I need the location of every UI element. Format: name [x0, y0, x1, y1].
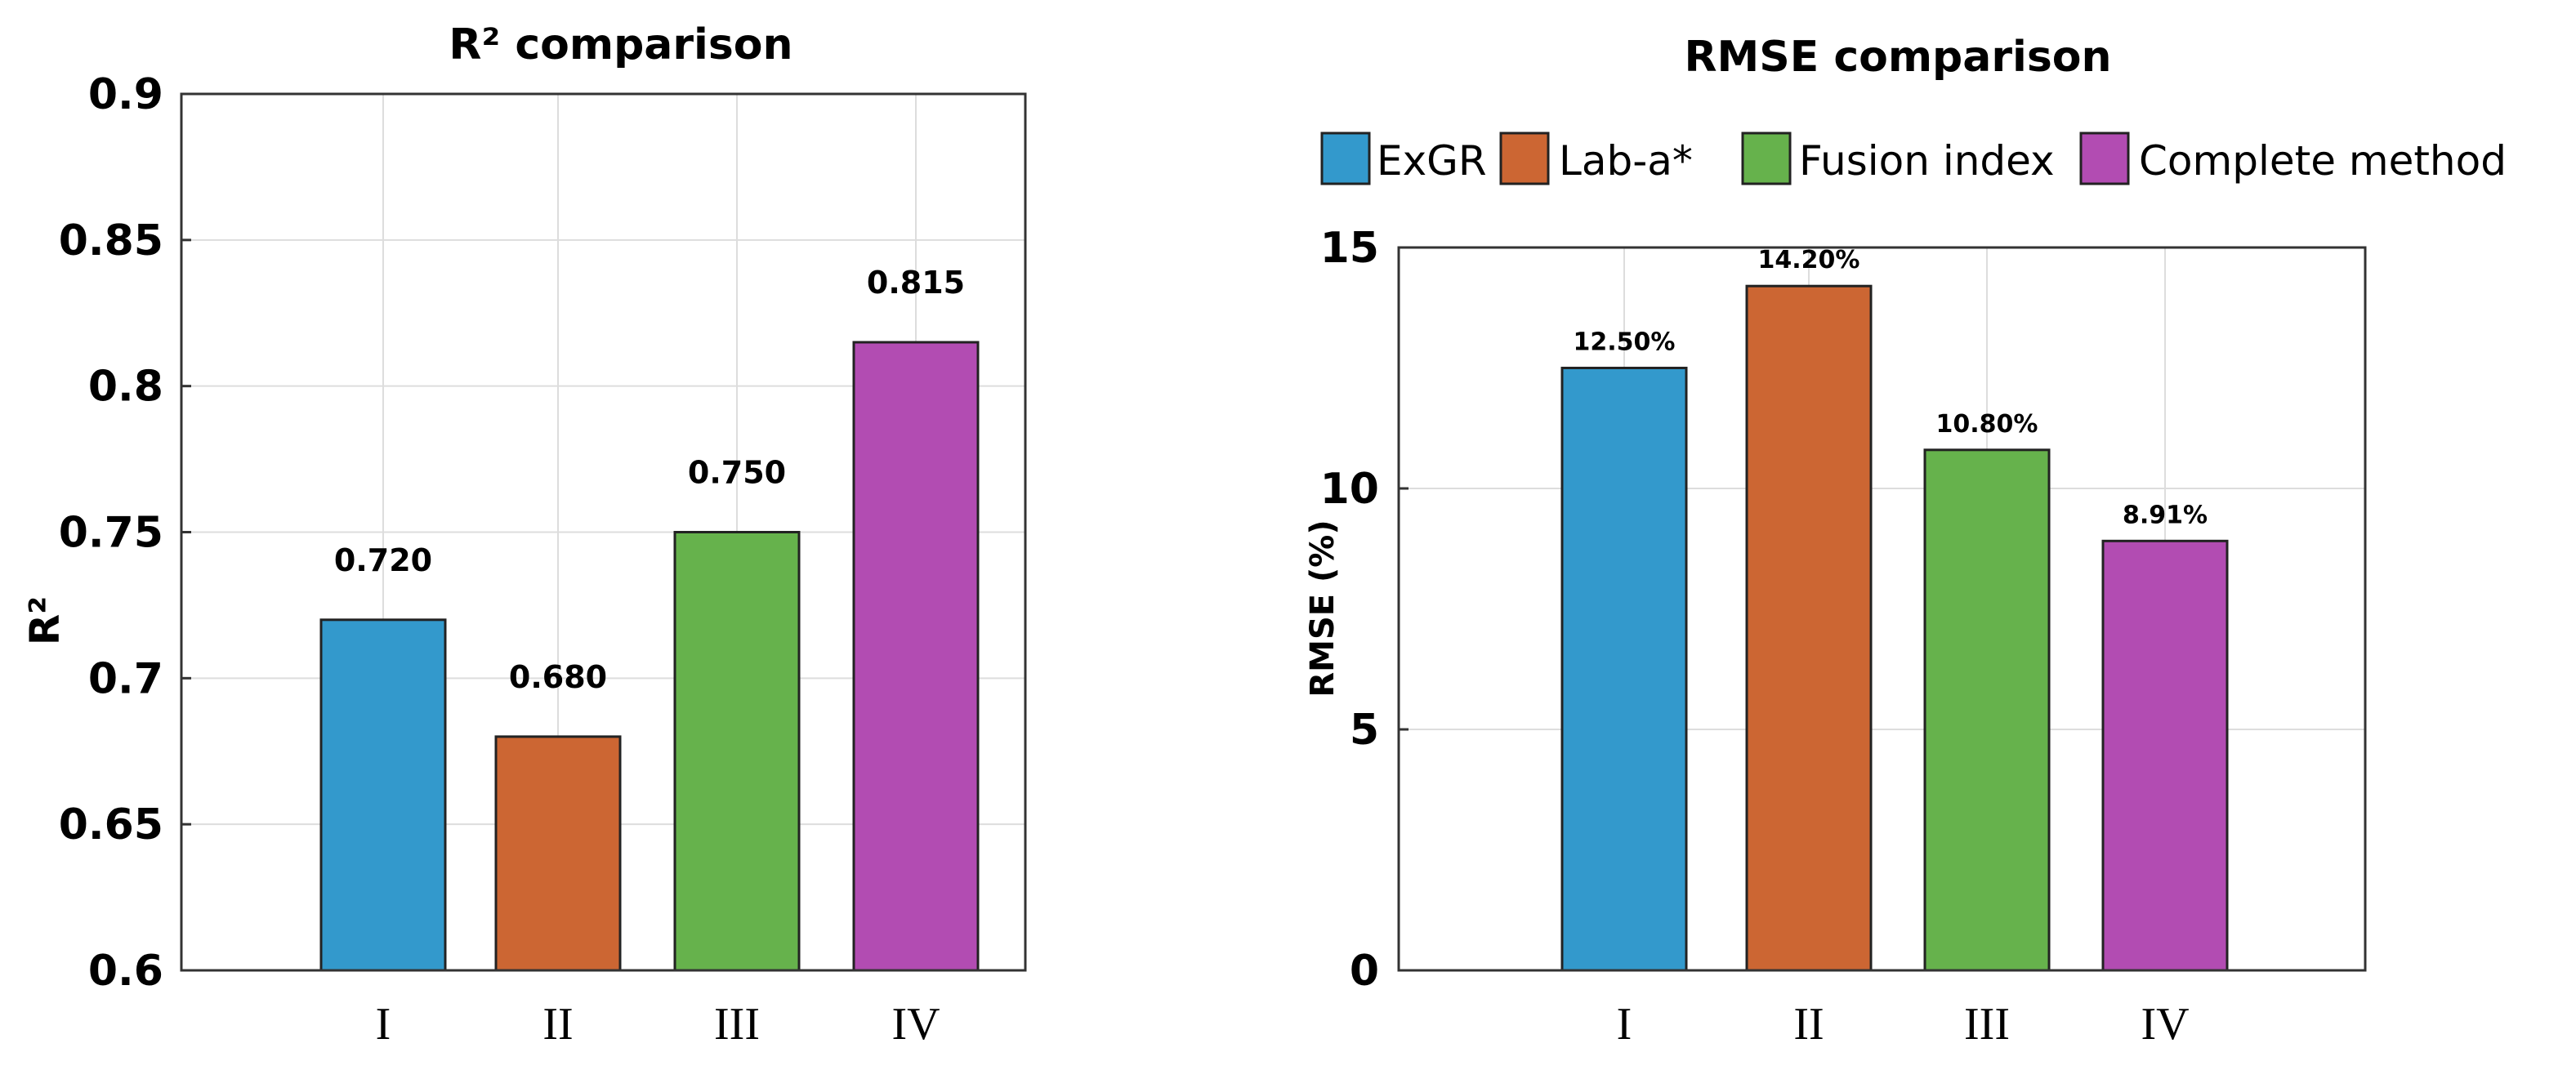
r2-x-tick-label: IV: [891, 999, 940, 1050]
rmse-y-tick-label: 15: [1320, 224, 1379, 273]
legend-swatch: [1499, 132, 1550, 185]
r2-y-axis-label: R²: [21, 596, 69, 645]
rmse-chart-title: RMSE comparison: [1684, 33, 2111, 82]
legend-label: ExGR: [1377, 137, 1487, 185]
rmse-data-label: 10.80%: [1936, 410, 2038, 439]
r2-bar-I: [319, 618, 447, 972]
r2-data-label: 0.750: [688, 455, 786, 491]
rmse-y-tick-label: 10: [1320, 465, 1379, 514]
rmse-bar-IV: [2101, 539, 2229, 972]
rmse-y-axis-label: RMSE (%): [1304, 519, 1342, 697]
r2-x-tick-label: III: [714, 999, 760, 1050]
rmse-y-tick-label: 5: [1350, 706, 1379, 755]
r2-bar-III: [673, 531, 801, 972]
r2-chart: 0.720 I 0.680 II 0.750 III 0.815 IV 0.6 0.65 0.7 0.…: [21, 20, 1027, 1050]
rmse-bar-I: [1560, 367, 1688, 972]
r2-y-tick-label: 0.75: [59, 509, 163, 558]
rmse-x-tick-label: I: [1617, 999, 1632, 1050]
legend-item: Lab-a*: [1499, 132, 1693, 185]
r2-x-tick-label: II: [542, 999, 573, 1050]
rmse-x-tick-label: III: [1964, 999, 2010, 1050]
rmse-data-label: 12.50%: [1574, 328, 1676, 357]
r2-data-label: 0.680: [509, 659, 607, 695]
r2-y-tick-label: 0.9: [88, 70, 163, 119]
r2-bar-II: [494, 735, 622, 972]
legend-label: Complete method: [2139, 137, 2507, 185]
rmse-x-tick-label: IV: [2141, 999, 2189, 1050]
legend: ExGR Lab-a* Fusion index Complete method: [1320, 132, 2507, 185]
r2-y-tick-label: 0.65: [59, 800, 163, 849]
rmse-x-tick-label: II: [1793, 999, 1824, 1050]
r2-y-tick-label: 0.7: [88, 654, 163, 703]
rmse-bar-III: [1923, 448, 2051, 972]
rmse-axes-box: [1397, 246, 2367, 972]
rmse-chart: 12.50% I 14.20% II 10.80% III 8.91% IV 0 5 10 15 RMS…: [1304, 33, 2367, 1050]
legend-item: Complete method: [2079, 132, 2507, 185]
rmse-data-label: 8.91%: [2123, 501, 2208, 529]
r2-bar-IV: [852, 341, 980, 972]
r2-data-label: 0.720: [334, 542, 432, 578]
legend-label: Fusion index: [1799, 137, 2055, 185]
legend-label: Lab-a*: [1559, 137, 1693, 185]
legend-swatch: [1320, 132, 1371, 185]
r2-chart-title: R² comparison: [449, 20, 792, 69]
r2-y-tick-label: 0.8: [88, 363, 163, 412]
legend-swatch: [1741, 132, 1792, 185]
r2-x-tick-label: I: [376, 999, 391, 1050]
r2-y-tick-label: 0.85: [59, 216, 163, 265]
legend-item: ExGR: [1320, 132, 1487, 185]
rmse-data-label: 14.20%: [1758, 246, 1860, 274]
legend-item: Fusion index: [1741, 132, 2055, 185]
rmse-bar-II: [1745, 284, 1873, 972]
legend-swatch: [2079, 132, 2130, 185]
rmse-y-tick-label: 0: [1350, 947, 1379, 996]
r2-data-label: 0.815: [867, 265, 965, 301]
r2-y-tick-label: 0.6: [88, 947, 163, 996]
